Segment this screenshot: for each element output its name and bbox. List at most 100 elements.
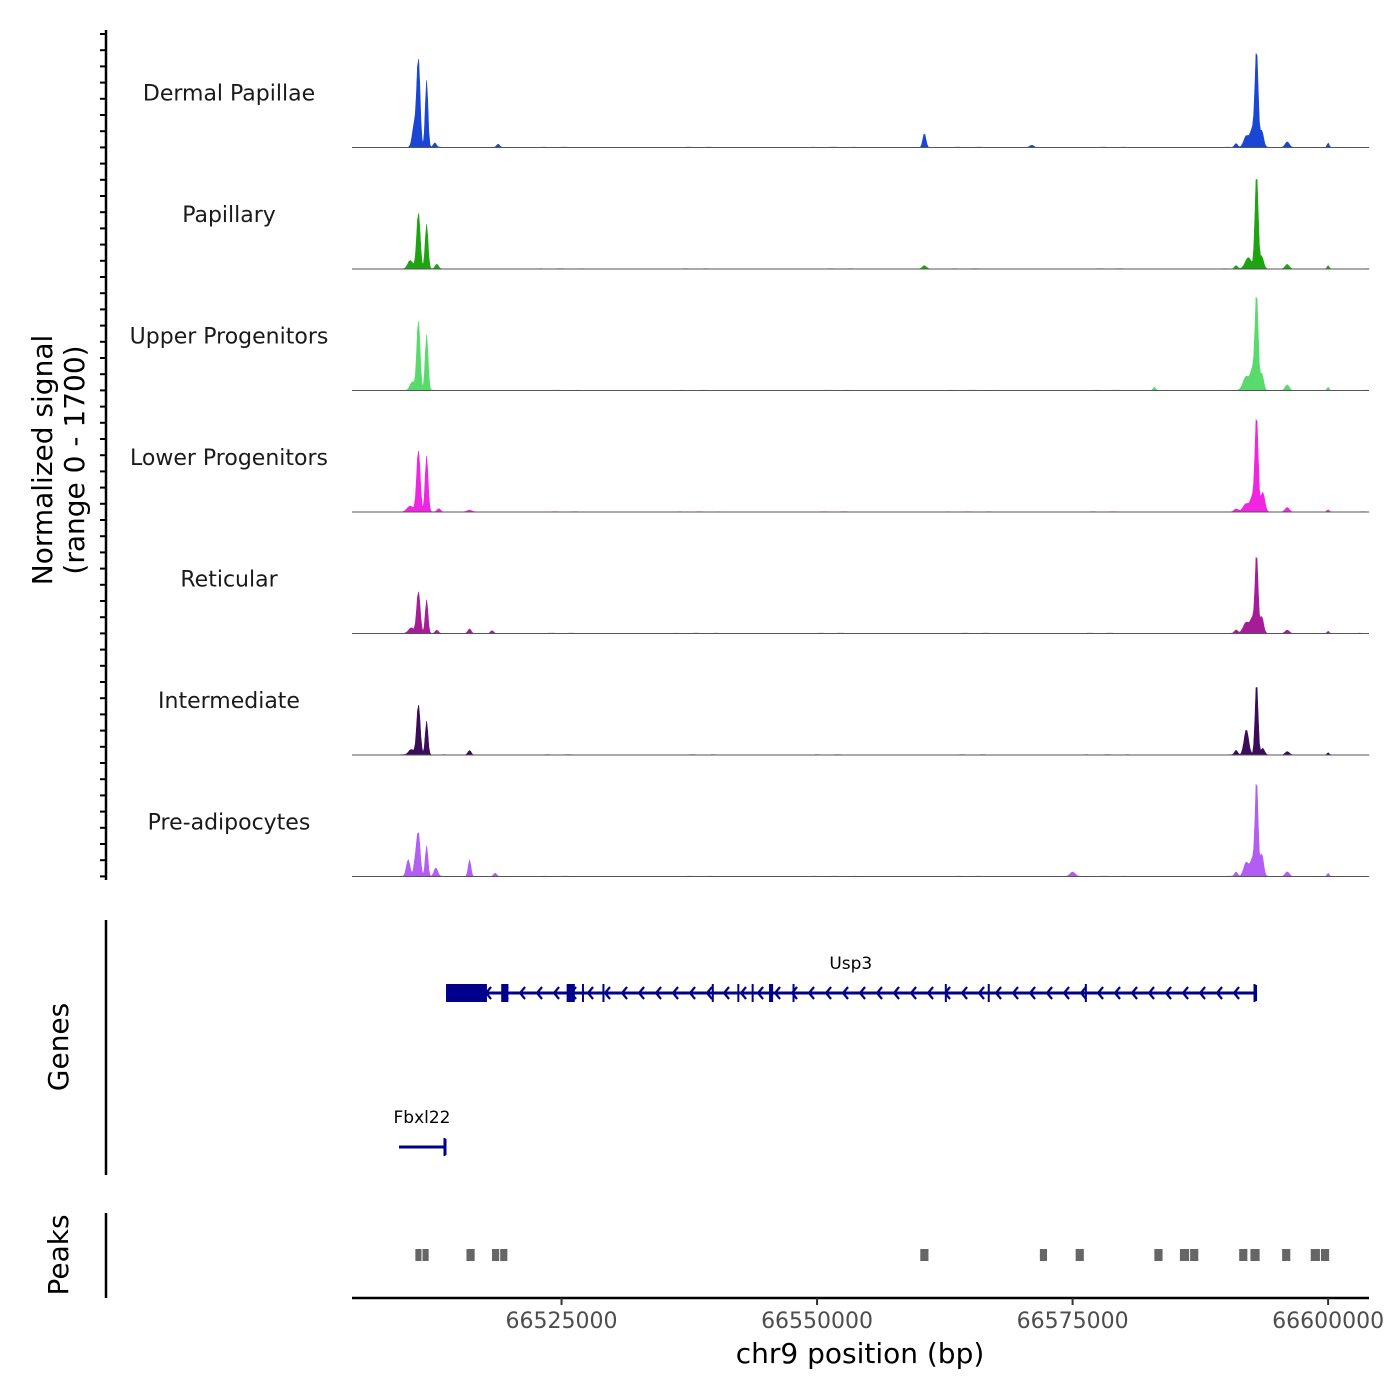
peak-region: [422, 1249, 429, 1261]
x-tick-label: 66525000: [506, 1309, 618, 1334]
exon: [446, 984, 487, 1002]
strand-arrow: [637, 986, 645, 1000]
signal-area: [352, 179, 1370, 270]
x-tick-label: 66575000: [1017, 1309, 1129, 1334]
strand-arrow: [960, 986, 968, 1000]
gene-usp3: Usp3: [446, 954, 1258, 1002]
strand-arrow: [1079, 986, 1087, 1000]
peak-region: [1282, 1249, 1291, 1261]
track-label: Reticular: [180, 568, 278, 593]
signal-area: [352, 53, 1370, 148]
x-tick-label: 66600000: [1272, 1309, 1384, 1334]
strand-arrow: [1130, 986, 1138, 1000]
x-axis-ticks: 66525000 66550000 66575000 66600000: [506, 1298, 1384, 1334]
exon: [737, 984, 740, 1002]
strand-arrow: [1198, 986, 1206, 1000]
strand-arrow: [671, 986, 679, 1000]
track-1: Papillary: [182, 179, 1370, 270]
exon: [566, 984, 575, 1002]
coverage-y-ticks: [100, 33, 106, 878]
exon: [792, 984, 795, 1002]
signal-area: [352, 418, 1370, 513]
exon: [944, 984, 947, 1002]
strand-arrow: [977, 986, 985, 1000]
peak-region: [1320, 1249, 1330, 1261]
strand-arrow: [1232, 986, 1240, 1000]
peak-region: [1039, 1249, 1048, 1261]
strand-arrow: [739, 986, 747, 1000]
strand-arrow: [875, 986, 883, 1000]
exon: [769, 984, 774, 1002]
peaks-track: [415, 1249, 1330, 1261]
strand-arrow: [722, 986, 730, 1000]
strand-arrow: [807, 986, 815, 1000]
track-label: Intermediate: [158, 689, 300, 714]
peak-region: [1239, 1249, 1248, 1261]
signal-area: [352, 296, 1370, 391]
strand-arrow: [1113, 986, 1121, 1000]
strand-arrow: [654, 986, 662, 1000]
exon: [501, 984, 509, 1002]
strand-arrow: [705, 986, 713, 1000]
track-2: Upper Progenitors: [130, 296, 1370, 392]
gene-label: Usp3: [829, 954, 872, 974]
track-label: Lower Progenitors: [130, 446, 328, 471]
exon: [751, 984, 754, 1002]
strand-arrow: [773, 986, 781, 1000]
track-label: Dermal Papillae: [143, 82, 315, 107]
strand-arrow: [926, 986, 934, 1000]
strand-arrow: [790, 986, 798, 1000]
x-tick-label: 66550000: [761, 1309, 873, 1334]
exon: [581, 984, 584, 1002]
strand-arrow: [994, 986, 1002, 1000]
strand-arrow: [688, 986, 696, 1000]
exon: [1253, 984, 1256, 1002]
exon: [1084, 984, 1087, 1002]
exon: [711, 984, 714, 1002]
track-3: Lower Progenitors: [130, 418, 1370, 513]
peak-region: [1154, 1249, 1163, 1261]
strand-arrow: [1028, 986, 1036, 1000]
peaks-track-label: Peaks: [42, 1214, 75, 1295]
track-0: Dermal Papillae: [143, 53, 1370, 149]
exon: [987, 984, 990, 1002]
strand-arrow: [858, 986, 866, 1000]
strand-arrow: [824, 986, 832, 1000]
strand-arrow: [1215, 986, 1223, 1000]
track-label: Upper Progenitors: [130, 325, 329, 350]
peak-region: [466, 1249, 475, 1261]
peak-region: [415, 1249, 422, 1261]
peak-region: [1190, 1249, 1199, 1261]
strand-arrow: [1045, 986, 1053, 1000]
track-label: Papillary: [182, 203, 276, 228]
strand-arrow: [586, 986, 594, 1000]
peak-region: [1310, 1249, 1320, 1261]
gene-annotation-track: Usp3 Fbxl22: [394, 954, 1258, 1156]
strand-arrow: [1011, 986, 1019, 1000]
peak-region: [1250, 1249, 1260, 1261]
track-label: Pre-adipocytes: [148, 811, 311, 836]
strand-arrow: [1062, 986, 1070, 1000]
peak-region: [1179, 1249, 1190, 1261]
strand-arrow: [1164, 986, 1172, 1000]
signal-area: [352, 687, 1370, 756]
strand-arrow: [756, 986, 764, 1000]
strand-arrow: [620, 986, 628, 1000]
peak-region: [492, 1249, 500, 1261]
track-4: Reticular: [180, 556, 1369, 635]
coverage-tracks: Dermal Papillae Papillary Upper Progenitor…: [130, 53, 1370, 878]
strand-arrow: [1147, 986, 1155, 1000]
y-axis-range-label: (range 0 - 1700): [58, 345, 91, 574]
strand-arrow: [892, 986, 900, 1000]
track-6: Pre-adipocytes: [148, 783, 1370, 878]
strand-arrow: [518, 986, 526, 1000]
strand-arrow: [909, 986, 917, 1000]
strand-arrow: [552, 986, 560, 1000]
genes-track-label: Genes: [42, 1003, 75, 1091]
exon: [443, 1138, 446, 1156]
peak-region: [500, 1249, 508, 1261]
peak-region: [1075, 1249, 1084, 1261]
exon: [602, 984, 605, 1002]
strand-arrow: [1096, 986, 1104, 1000]
